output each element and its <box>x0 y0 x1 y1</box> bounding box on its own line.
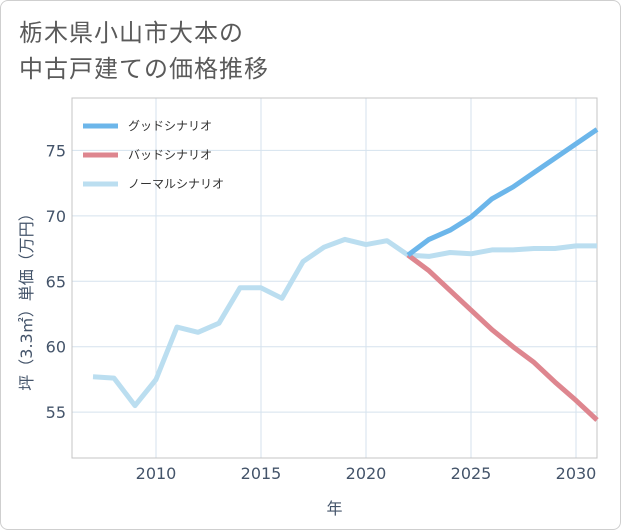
legend-label-bad: バッドシナリオ <box>128 148 212 162</box>
series-line-good <box>406 127 599 258</box>
series-line-bad <box>406 253 599 422</box>
x-tick-label: 2015 <box>241 464 282 483</box>
legend-label-normal: ノーマルシナリオ <box>128 177 224 191</box>
y-tick-label: 70 <box>46 207 66 226</box>
x-tick-label: 2030 <box>556 464 597 483</box>
legend-label-good: グッドシナリオ <box>128 119 212 133</box>
chart-title-line-2: 中古戸建ての価格推移 <box>19 55 269 83</box>
y-tick-label: 55 <box>46 403 66 422</box>
x-tick-label: 2010 <box>136 464 177 483</box>
chart-title-line-1: 栃木県小山市大本の <box>19 19 244 47</box>
plot-frame <box>71 97 598 459</box>
y-tick-label: 75 <box>46 141 66 160</box>
series-lines <box>92 127 599 422</box>
tick-labels: 2010 2015 2020 2025 2030 55 60 65 70 75 <box>46 141 597 483</box>
y-tick-label: 60 <box>46 338 66 357</box>
grid-lines <box>72 98 597 458</box>
chart-title: 栃木県小山市大本の 中古戸建ての価格推移 <box>19 15 269 87</box>
y-tick-label: 65 <box>46 272 66 291</box>
y-axis-title: 坪（3.3㎡）単価（万円） <box>17 205 36 390</box>
x-axis-title: 年 <box>326 499 342 518</box>
x-tick-label: 2020 <box>346 464 387 483</box>
series-line-normal <box>92 236 597 409</box>
x-tick-label: 2025 <box>451 464 492 483</box>
